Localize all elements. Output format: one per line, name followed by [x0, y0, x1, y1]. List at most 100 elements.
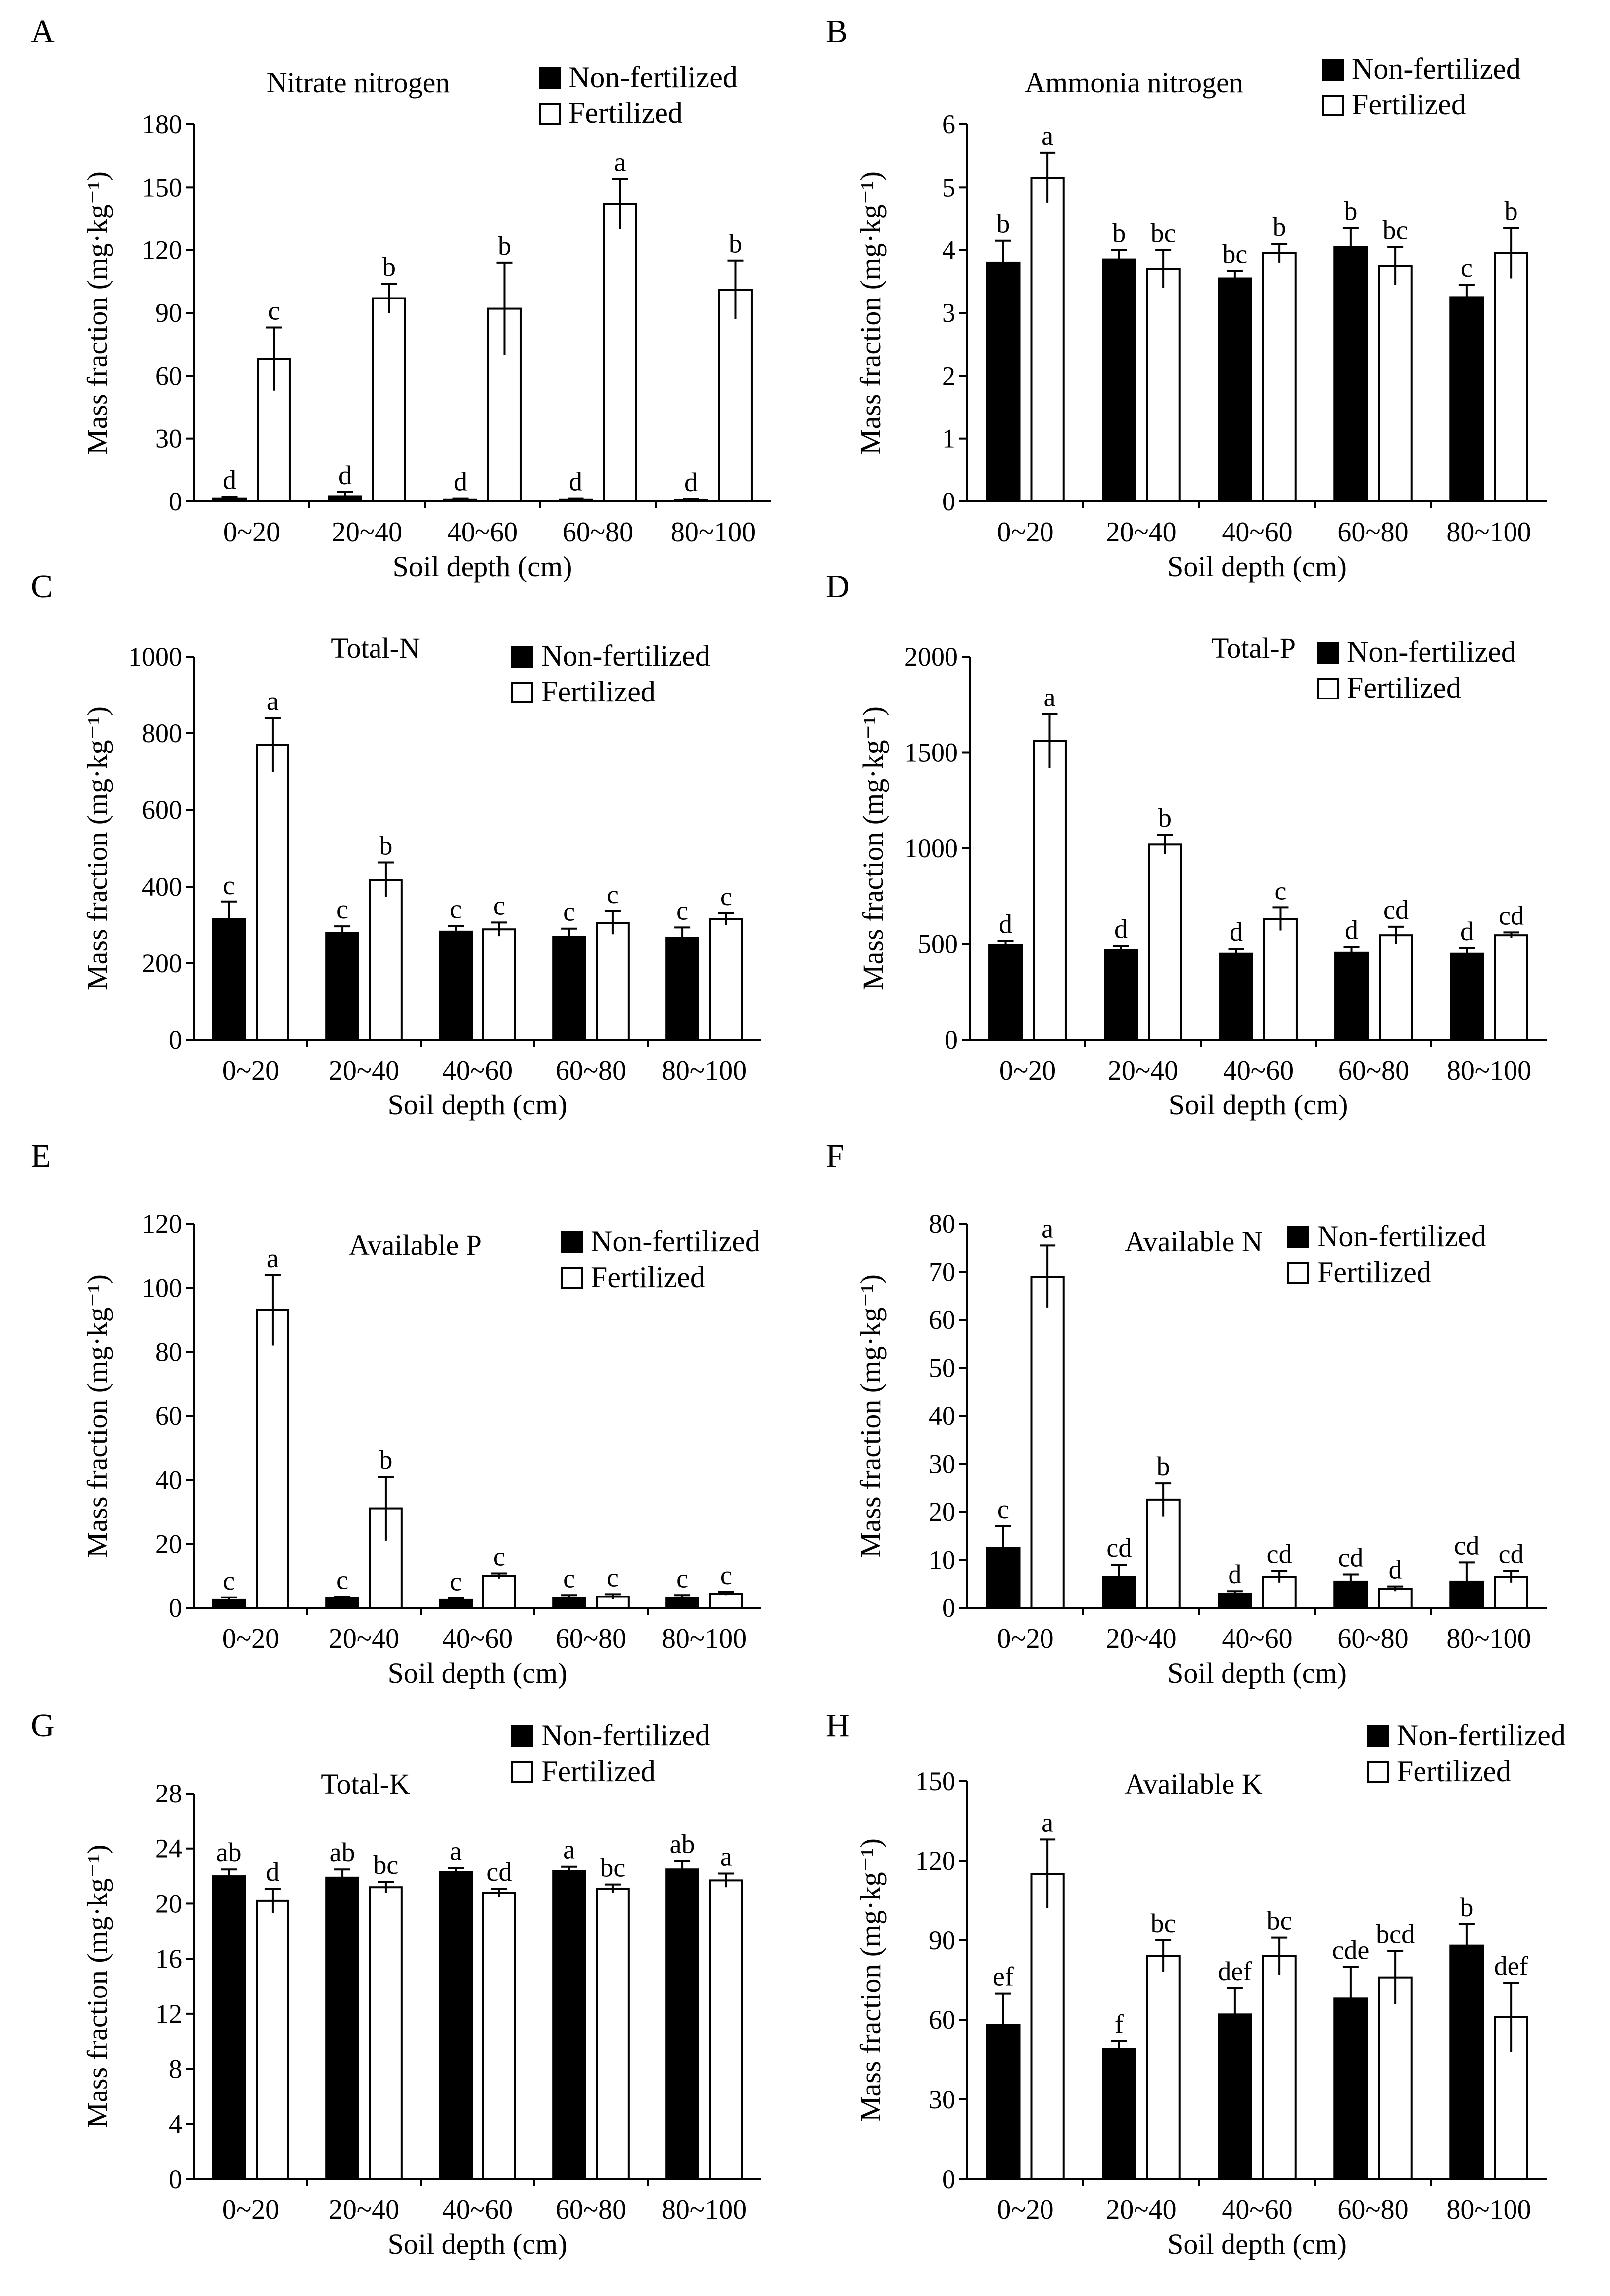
significance-label: bc: [1267, 1906, 1292, 1936]
x-tick-label: 40~60: [1222, 1623, 1292, 1654]
x-tick-label: 20~40: [329, 1055, 399, 1086]
significance-label: b: [1273, 212, 1286, 242]
y-tick-label: 16: [155, 1944, 182, 1974]
bar: [1146, 268, 1181, 502]
bar: [1378, 265, 1413, 502]
bar: [256, 1899, 289, 2180]
bar: [482, 1892, 516, 2180]
significance-label: a: [563, 1835, 575, 1865]
y-tick-label: 2: [942, 361, 955, 391]
chart-title: Available K: [1125, 1768, 1263, 1800]
significance-label: a: [1042, 1213, 1053, 1243]
legend-swatch: [1317, 642, 1339, 664]
significance-label: cd: [1267, 1539, 1292, 1569]
x-tick-label: 20~40: [1106, 2195, 1176, 2225]
y-tick-label: 200: [142, 948, 182, 978]
y-tick-label: 80: [929, 1209, 955, 1239]
x-axis-label: Soil depth (cm): [1167, 2228, 1347, 2260]
y-tick-label: 8: [169, 2054, 182, 2084]
significance-label: c: [336, 895, 348, 924]
bar: [1494, 934, 1528, 1041]
bar: [1378, 1588, 1413, 1609]
y-tick-label: 30: [929, 2085, 955, 2114]
y-tick-label: 150: [142, 172, 182, 202]
significance-label: c: [563, 897, 575, 927]
x-tick-label: 80~100: [1446, 2195, 1531, 2225]
y-tick-label: 60: [929, 2005, 955, 2035]
legend-swatch: [1322, 95, 1344, 116]
bar: [1449, 296, 1484, 503]
significance-label: ab: [670, 1829, 695, 1859]
significance-label: c: [450, 894, 462, 924]
significance-label: b: [498, 231, 511, 261]
legend-label: Fertilized: [1352, 88, 1466, 121]
x-axis-label: Soil depth (cm): [393, 550, 572, 583]
y-tick-label: 80: [155, 1337, 182, 1367]
y-axis-label: Mass fraction (mg·kg⁻¹): [81, 1845, 113, 2128]
bar: [709, 918, 743, 1041]
bar: [718, 289, 753, 503]
significance-label: c: [720, 1560, 732, 1590]
significance-label: cd: [1499, 1539, 1524, 1569]
y-tick-label: 0: [169, 1025, 182, 1055]
x-tick-label: 80~100: [662, 2195, 747, 2225]
bar: [439, 930, 473, 1041]
significance-label: ab: [216, 1837, 242, 1867]
legend-swatch: [511, 646, 533, 668]
significance-label: cd: [1106, 1533, 1132, 1563]
y-tick-label: 20: [155, 1889, 182, 1918]
y-tick-label: 0: [942, 2164, 955, 2194]
y-axis-label: Mass fraction (mg·kg⁻¹): [81, 171, 113, 455]
y-tick-label: 0: [169, 487, 182, 516]
bar: [1030, 1276, 1065, 1609]
y-tick-label: 1: [942, 424, 955, 454]
significance-label: bc: [1383, 215, 1408, 245]
bar: [1218, 277, 1252, 502]
significance-label: a: [1042, 1807, 1053, 1837]
bar: [1334, 951, 1369, 1041]
y-tick-label: 0: [169, 2164, 182, 2194]
x-tick-label: 60~80: [1338, 1055, 1409, 1086]
bar: [986, 261, 1021, 503]
legend-label: Non-fertilized: [1352, 52, 1521, 85]
legend-swatch: [511, 1761, 533, 1783]
y-axis-label: Mass fraction (mg·kg⁻¹): [81, 706, 113, 990]
y-tick-label: 5: [942, 172, 955, 202]
x-axis-label: Soil depth (cm): [388, 2228, 568, 2260]
legend-swatch: [1317, 678, 1339, 699]
y-axis-label: Mass fraction (mg·kg⁻¹): [857, 706, 889, 990]
y-tick-label: 2000: [904, 642, 958, 672]
y-axis-label: Mass fraction (mg·kg⁻¹): [81, 1274, 113, 1558]
significance-label: d: [1345, 915, 1358, 945]
bar: [1450, 952, 1485, 1041]
legend-swatch: [1287, 1262, 1309, 1284]
panel-letter: H: [826, 1707, 850, 1744]
significance-label: c: [720, 882, 732, 911]
legend-label: Fertilized: [568, 97, 683, 129]
significance-label: c: [997, 1495, 1009, 1524]
significance-label: ab: [330, 1837, 355, 1867]
x-tick-label: 60~80: [556, 1623, 626, 1654]
legend-swatch: [1367, 1725, 1389, 1747]
x-tick-label: 0~20: [997, 2195, 1053, 2225]
y-tick-label: 100: [142, 1273, 182, 1303]
significance-label: d: [569, 467, 582, 497]
bar: [325, 1876, 359, 2181]
panel-letter: B: [826, 13, 848, 50]
legend-label: Non-fertilized: [541, 639, 710, 672]
legend-label: Fertilized: [591, 1261, 705, 1294]
significance-label: d: [999, 909, 1012, 939]
x-tick-label: 60~80: [1337, 517, 1408, 548]
significance-label: b: [996, 209, 1010, 239]
x-tick-label: 0~20: [222, 1055, 279, 1086]
significance-label: d: [1460, 916, 1474, 946]
bar: [1218, 2013, 1252, 2180]
significance-label: f: [1115, 2009, 1124, 2039]
x-tick-label: 80~100: [662, 1055, 747, 1086]
bar: [1148, 843, 1182, 1041]
y-tick-label: 120: [915, 1846, 955, 1876]
bar: [988, 944, 1023, 1041]
legend-label: Non-fertilized: [1317, 1220, 1486, 1253]
